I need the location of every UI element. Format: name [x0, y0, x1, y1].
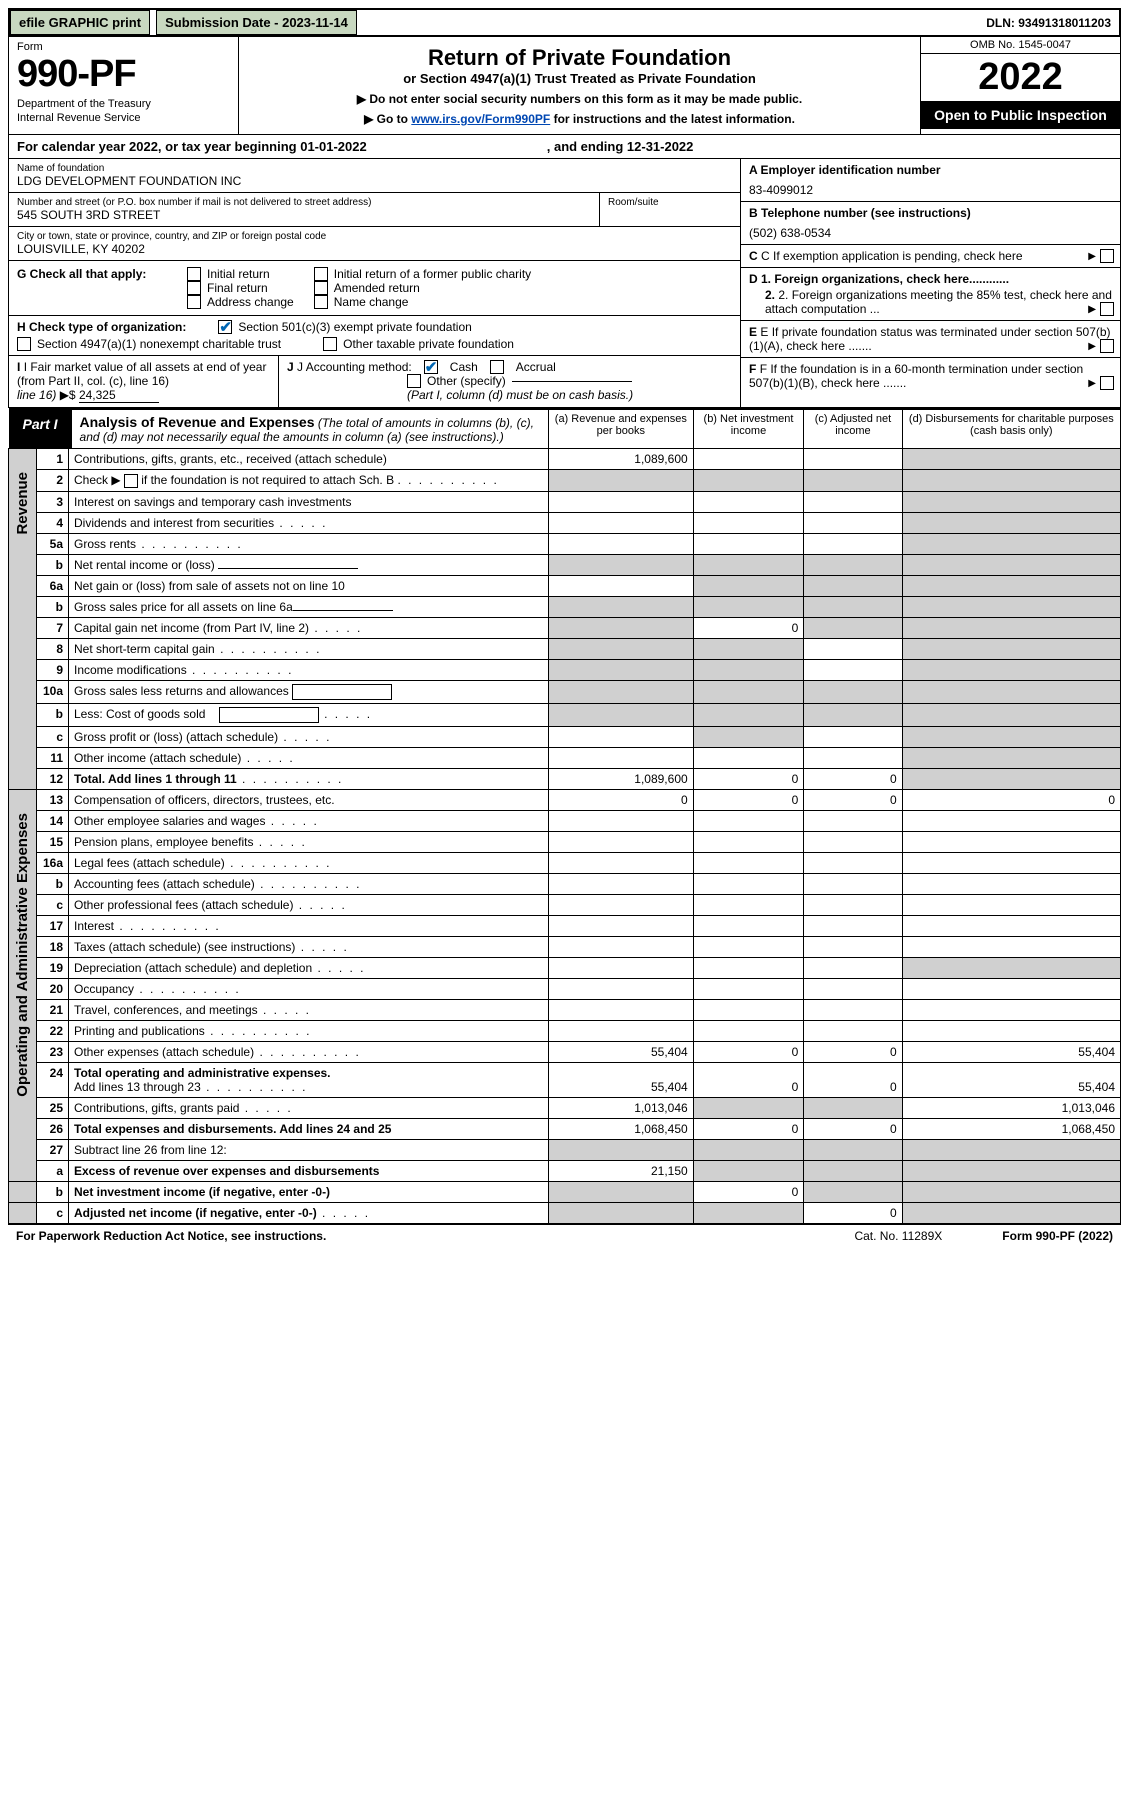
chk-initial-return[interactable] [187, 267, 201, 281]
b-label: B Telephone number (see instructions) [749, 206, 971, 220]
form-number: 990-PF [17, 53, 230, 96]
g-label: G Check all that apply: [17, 267, 146, 281]
footer-left: For Paperwork Reduction Act Notice, see … [16, 1229, 326, 1243]
efile-button[interactable]: efile GRAPHIC print [10, 10, 150, 35]
city-value: LOUISVILLE, KY 40202 [17, 242, 732, 256]
chk-name-change[interactable] [314, 295, 328, 309]
form-subtitle: or Section 4947(a)(1) Trust Treated as P… [251, 71, 908, 86]
addr-label: Number and street (or P.O. box number if… [17, 197, 591, 208]
c-label: C C If exemption application is pending,… [749, 249, 1023, 263]
chk-4947[interactable] [17, 337, 31, 351]
chk-schB[interactable] [124, 474, 138, 488]
open-to-public: Open to Public Inspection [921, 101, 1120, 129]
chk-cash[interactable] [424, 360, 438, 374]
topbar: efile GRAPHIC print Submission Date - 20… [8, 8, 1121, 37]
ein-value: 83-4099012 [749, 183, 1112, 197]
footer-cat: Cat. No. 11289X [854, 1229, 942, 1243]
col-b: (b) Net investment income [693, 409, 804, 449]
footer-right: Form 990-PF (2022) [1002, 1229, 1113, 1243]
note-ssn: ▶ Do not enter social security numbers o… [251, 92, 908, 106]
foundation-name: LDG DEVELOPMENT FOUNDATION INC [17, 174, 732, 188]
form-title: Return of Private Foundation [251, 45, 908, 71]
d1-label: D 1. Foreign organizations, check here..… [749, 272, 1009, 286]
h-label: H Check type of organization: [17, 320, 186, 334]
room-label: Room/suite [608, 197, 732, 208]
chk-501c3[interactable] [218, 320, 232, 334]
part-title: Analysis of Revenue and Expenses (The to… [72, 410, 548, 448]
dept-label: Department of the Treasury [17, 98, 230, 110]
chk-other-taxable[interactable] [323, 337, 337, 351]
footer: For Paperwork Reduction Act Notice, see … [8, 1224, 1121, 1247]
name-label: Name of foundation [17, 163, 732, 174]
a-label: A Employer identification number [749, 163, 941, 177]
form-header: Form 990-PF Department of the Treasury I… [8, 37, 1121, 135]
tax-year: 2022 [921, 54, 1120, 101]
chk-initial-former[interactable] [314, 267, 328, 281]
chk-e[interactable] [1100, 339, 1114, 353]
chk-f[interactable] [1100, 376, 1114, 390]
irs-link[interactable]: www.irs.gov/Form990PF [411, 112, 550, 126]
e-label: E E If private foundation status was ter… [749, 325, 1111, 353]
chk-final-return[interactable] [187, 281, 201, 295]
phone-value: (502) 638-0534 [749, 226, 1112, 240]
form-label: Form [17, 41, 230, 53]
col-d: (d) Disbursements for charitable purpose… [902, 409, 1120, 449]
chk-accrual[interactable] [490, 360, 504, 374]
chk-address-change[interactable] [187, 295, 201, 309]
side-revenue: Revenue [14, 452, 31, 555]
omb-label: OMB No. 1545-0047 [921, 37, 1120, 54]
city-label: City or town, state or province, country… [17, 231, 732, 242]
chk-c[interactable] [1100, 249, 1114, 263]
d2-label: 2. 2. Foreign organizations meeting the … [765, 288, 1112, 316]
j-note: (Part I, column (d) must be on cash basi… [407, 388, 732, 402]
analysis-table: Part I Analysis of Revenue and Expenses … [8, 408, 1121, 1224]
i-value: 24,325 [79, 388, 159, 403]
identity-block: Name of foundation LDG DEVELOPMENT FOUND… [8, 159, 1121, 408]
chk-amended[interactable] [314, 281, 328, 295]
note-link: ▶ Go to www.irs.gov/Form990PF for instru… [251, 112, 908, 126]
col-c: (c) Adjusted net income [804, 409, 902, 449]
f-label: F F If the foundation is in a 60-month t… [749, 362, 1083, 390]
side-expenses: Operating and Administrative Expenses [14, 793, 31, 1117]
calendar-year-row: For calendar year 2022, or tax year begi… [8, 135, 1121, 159]
chk-other-method[interactable] [407, 374, 421, 388]
submission-date-button[interactable]: Submission Date - 2023-11-14 [156, 10, 357, 35]
part-tab: Part I [9, 410, 72, 448]
dln-label: DLN: 93491318011203 [978, 12, 1119, 34]
i-label: I I Fair market value of all assets at e… [17, 360, 266, 388]
irs-label: Internal Revenue Service [17, 112, 230, 124]
chk-d2[interactable] [1100, 302, 1114, 316]
addr-value: 545 SOUTH 3RD STREET [17, 208, 591, 222]
col-a: (a) Revenue and expenses per books [549, 409, 694, 449]
